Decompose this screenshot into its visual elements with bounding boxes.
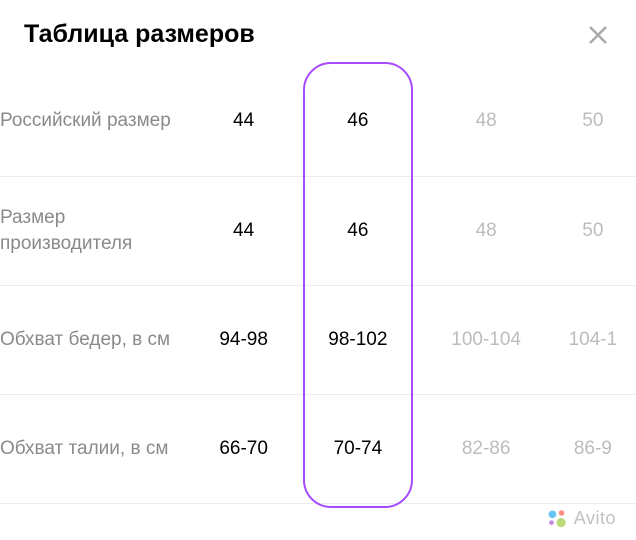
size-table-container: Российский размер44464850Размер производ… [0,67,636,504]
table-row: Размер производителя44464850 [0,176,636,285]
avito-logo-icon [546,507,568,529]
close-button[interactable] [584,21,612,49]
row-label: Размер производителя [0,176,194,285]
size-cell: 44 [194,67,293,176]
modal-title: Таблица размеров [24,20,255,49]
watermark: Avito [546,507,616,529]
row-label: Российский размер [0,67,194,176]
size-cell: 44 [194,176,293,285]
size-cell: 48 [423,67,550,176]
size-cell: 94-98 [194,285,293,394]
size-cell: 46 [293,176,422,285]
modal-header: Таблица размеров [0,0,636,67]
size-cell: 50 [550,176,636,285]
size-table: Российский размер44464850Размер производ… [0,67,636,504]
size-cell: 48 [423,176,550,285]
size-cell: 46 [293,67,422,176]
size-cell: 104-1 [550,285,636,394]
size-cell: 100-104 [423,285,550,394]
size-cell: 82-86 [423,394,550,503]
table-row: Российский размер44464850 [0,67,636,176]
size-cell: 50 [550,67,636,176]
table-row: Обхват талии, в см66-7070-7482-8686-9 [0,394,636,503]
size-cell: 70-74 [293,394,422,503]
row-label: Обхват бедер, в см [0,285,194,394]
watermark-text: Avito [574,508,616,529]
close-icon [586,23,610,47]
table-row: Обхват бедер, в см94-9898-102100-104104-… [0,285,636,394]
size-cell: 66-70 [194,394,293,503]
size-cell: 98-102 [293,285,422,394]
row-label: Обхват талии, в см [0,394,194,503]
size-cell: 86-9 [550,394,636,503]
